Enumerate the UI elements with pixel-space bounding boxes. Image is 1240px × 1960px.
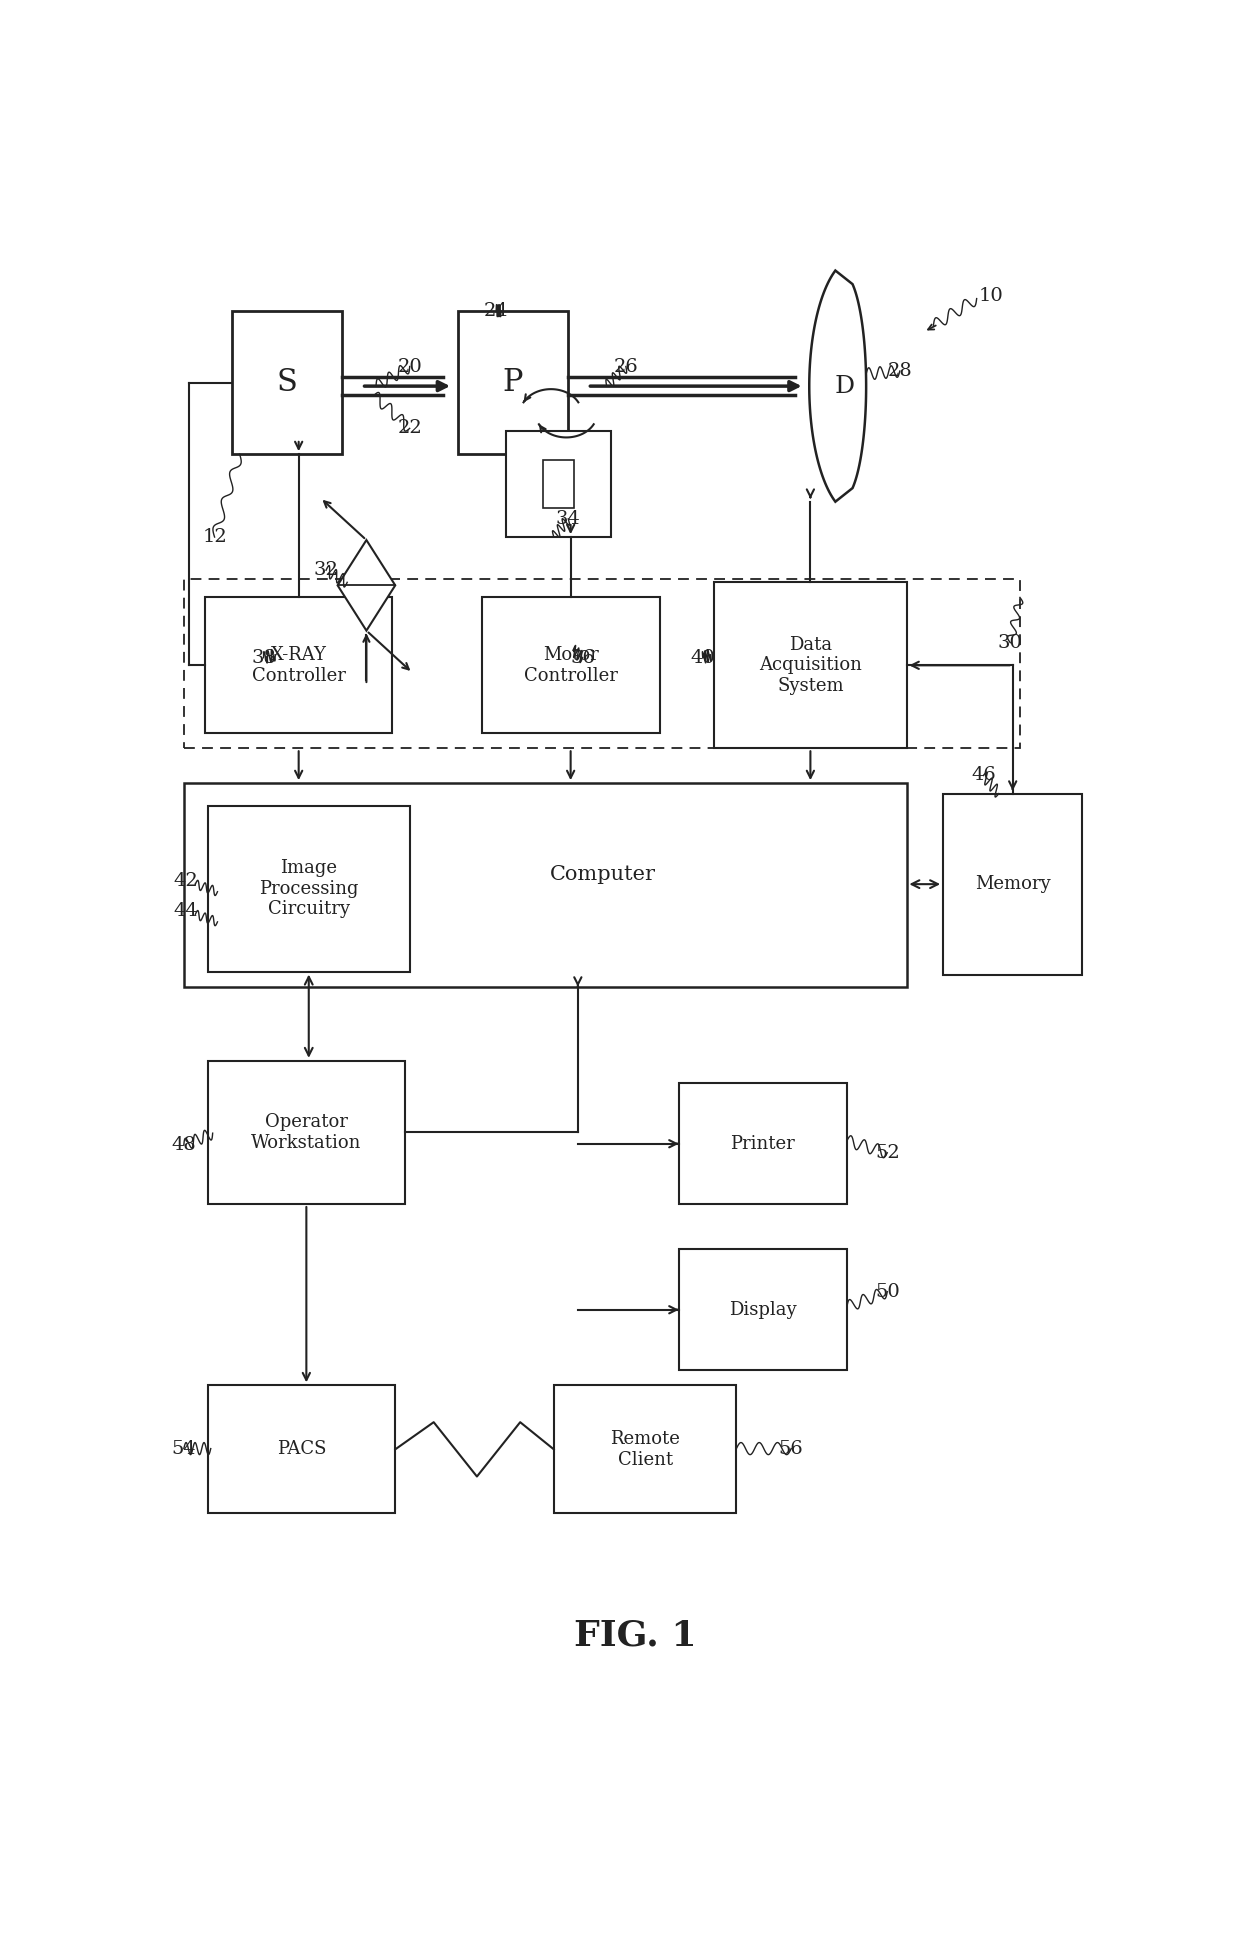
Text: Display: Display <box>729 1301 796 1319</box>
Text: Remote
Client: Remote Client <box>610 1431 680 1468</box>
Text: 24: 24 <box>484 302 508 319</box>
Text: Computer: Computer <box>551 864 656 884</box>
FancyBboxPatch shape <box>942 794 1083 974</box>
FancyBboxPatch shape <box>184 580 1019 749</box>
Text: 10: 10 <box>978 286 1003 304</box>
Text: 50: 50 <box>875 1282 900 1301</box>
Text: 30: 30 <box>998 633 1023 651</box>
Text: 34: 34 <box>556 510 580 527</box>
Text: 40: 40 <box>691 649 715 666</box>
Text: Image
Processing
Circuitry: Image Processing Circuitry <box>259 858 358 919</box>
FancyBboxPatch shape <box>208 1060 404 1203</box>
Text: D: D <box>835 374 856 398</box>
Text: X-RAY
Controller: X-RAY Controller <box>252 647 346 684</box>
FancyBboxPatch shape <box>205 598 392 733</box>
Text: Memory: Memory <box>975 876 1050 894</box>
FancyBboxPatch shape <box>232 310 342 455</box>
Text: 56: 56 <box>779 1439 804 1458</box>
Text: FIG. 1: FIG. 1 <box>574 1619 697 1652</box>
Text: 48: 48 <box>171 1137 196 1154</box>
FancyBboxPatch shape <box>714 582 906 749</box>
Bar <box>543 461 574 508</box>
FancyBboxPatch shape <box>184 784 906 986</box>
Text: 32: 32 <box>314 561 339 580</box>
Text: Data
Acquisition
System: Data Acquisition System <box>759 635 862 696</box>
Text: 42: 42 <box>174 872 198 890</box>
Text: S: S <box>277 367 298 398</box>
FancyBboxPatch shape <box>481 598 660 733</box>
Text: 12: 12 <box>202 527 227 547</box>
Text: Operator
Workstation: Operator Workstation <box>252 1113 362 1152</box>
Text: P: P <box>502 367 523 398</box>
Text: 46: 46 <box>971 766 996 784</box>
Text: 44: 44 <box>174 902 198 921</box>
Text: 36: 36 <box>570 649 595 666</box>
FancyBboxPatch shape <box>678 1084 847 1203</box>
Text: PACS: PACS <box>277 1441 326 1458</box>
Text: Printer: Printer <box>730 1135 795 1152</box>
Text: 54: 54 <box>171 1439 196 1458</box>
Text: 52: 52 <box>875 1145 900 1162</box>
Text: 38: 38 <box>252 649 277 666</box>
Text: 20: 20 <box>397 357 422 376</box>
Text: Motor
Controller: Motor Controller <box>523 647 618 684</box>
FancyBboxPatch shape <box>208 806 409 972</box>
Text: 26: 26 <box>614 357 639 376</box>
FancyBboxPatch shape <box>458 310 568 455</box>
FancyBboxPatch shape <box>506 431 611 537</box>
Text: 28: 28 <box>888 363 913 380</box>
FancyBboxPatch shape <box>554 1386 737 1513</box>
FancyBboxPatch shape <box>208 1386 396 1513</box>
FancyBboxPatch shape <box>678 1249 847 1370</box>
Polygon shape <box>810 270 866 502</box>
Text: 22: 22 <box>397 419 422 437</box>
Polygon shape <box>337 541 396 631</box>
